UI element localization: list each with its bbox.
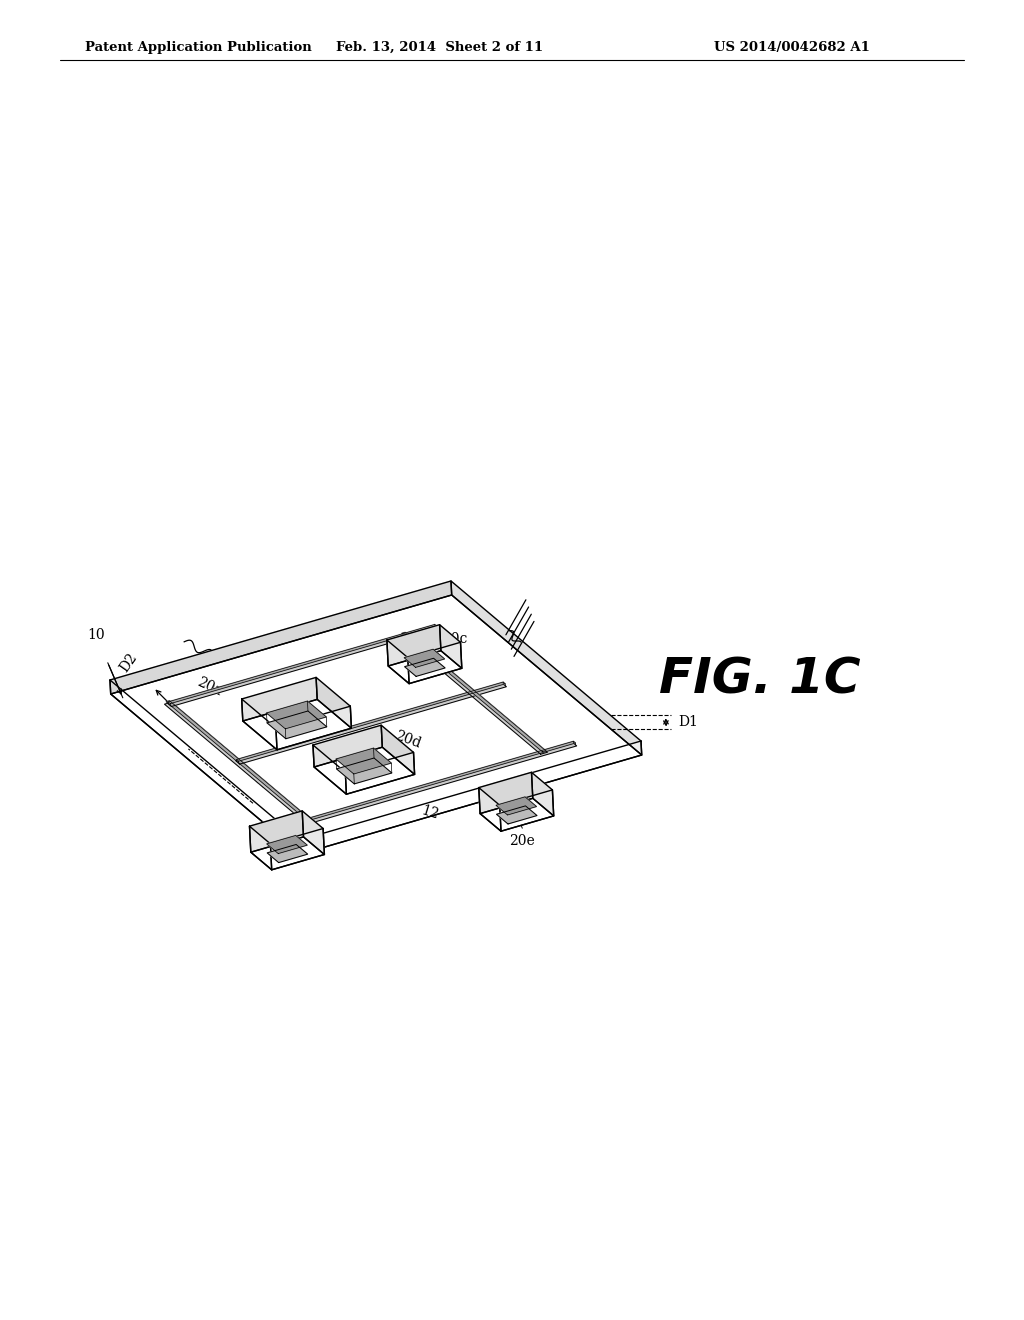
Text: 20a: 20a <box>195 675 224 698</box>
Polygon shape <box>302 810 325 854</box>
Polygon shape <box>307 742 575 821</box>
Polygon shape <box>388 651 462 684</box>
Text: 12: 12 <box>419 804 440 822</box>
Text: 20e: 20e <box>509 834 536 849</box>
Polygon shape <box>479 788 501 832</box>
Polygon shape <box>336 748 391 774</box>
Polygon shape <box>166 701 310 820</box>
Polygon shape <box>111 595 642 854</box>
Polygon shape <box>167 626 438 706</box>
Text: D1: D1 <box>678 715 698 730</box>
Polygon shape <box>275 706 351 750</box>
Polygon shape <box>270 829 325 870</box>
Polygon shape <box>267 711 327 739</box>
Polygon shape <box>251 837 325 870</box>
Polygon shape <box>110 680 301 854</box>
Polygon shape <box>497 807 537 824</box>
Polygon shape <box>404 659 445 676</box>
Text: D2: D2 <box>117 651 139 675</box>
Polygon shape <box>110 581 452 694</box>
Polygon shape <box>313 744 346 795</box>
Polygon shape <box>479 772 532 813</box>
Text: 20b: 20b <box>292 816 322 836</box>
Polygon shape <box>404 649 444 668</box>
Polygon shape <box>243 700 351 750</box>
Polygon shape <box>236 684 507 764</box>
Polygon shape <box>387 640 410 684</box>
Text: 10: 10 <box>87 628 104 642</box>
Polygon shape <box>500 789 554 832</box>
Polygon shape <box>306 742 577 824</box>
Polygon shape <box>250 826 271 870</box>
Polygon shape <box>401 632 546 751</box>
Text: Patent Application Publication: Patent Application Publication <box>85 41 311 54</box>
Polygon shape <box>337 758 392 784</box>
Polygon shape <box>165 702 312 822</box>
Polygon shape <box>314 747 415 795</box>
Polygon shape <box>531 772 554 816</box>
Text: Feb. 13, 2014  Sheet 2 of 11: Feb. 13, 2014 Sheet 2 of 11 <box>337 41 544 54</box>
Text: FIG. 1C: FIG. 1C <box>659 656 861 704</box>
Polygon shape <box>250 810 303 853</box>
Text: 20d: 20d <box>393 729 423 751</box>
Text: US 2014/0042682 A1: US 2014/0042682 A1 <box>714 41 870 54</box>
Polygon shape <box>387 624 441 667</box>
Polygon shape <box>480 799 554 832</box>
Polygon shape <box>242 677 317 721</box>
Polygon shape <box>267 845 307 862</box>
Polygon shape <box>300 741 642 854</box>
Polygon shape <box>408 643 462 684</box>
Polygon shape <box>266 701 327 729</box>
Polygon shape <box>439 624 462 668</box>
Text: 20c: 20c <box>442 632 468 645</box>
Polygon shape <box>451 581 642 755</box>
Polygon shape <box>496 797 537 814</box>
Polygon shape <box>237 682 505 762</box>
Polygon shape <box>168 624 437 704</box>
Polygon shape <box>266 836 307 854</box>
Polygon shape <box>316 677 351 729</box>
Polygon shape <box>345 752 415 795</box>
Polygon shape <box>381 725 415 775</box>
Polygon shape <box>313 725 382 767</box>
Polygon shape <box>242 700 278 750</box>
Polygon shape <box>400 634 548 754</box>
